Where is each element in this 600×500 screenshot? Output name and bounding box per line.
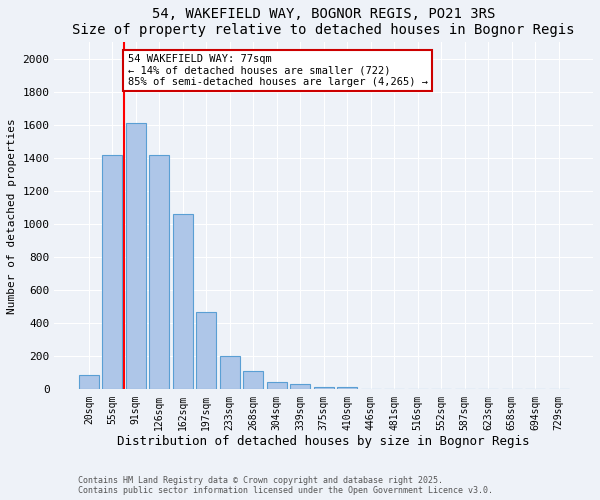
Text: 54 WAKEFIELD WAY: 77sqm
← 14% of detached houses are smaller (722)
85% of semi-d: 54 WAKEFIELD WAY: 77sqm ← 14% of detache… [128,54,428,87]
Bar [290,384,310,390]
Text: Contains HM Land Registry data © Crown copyright and database right 2025.
Contai: Contains HM Land Registry data © Crown c… [78,476,493,495]
Bar [196,312,216,390]
Bar [243,371,263,390]
Bar [337,387,357,390]
Title: 54, WAKEFIELD WAY, BOGNOR REGIS, PO21 3RS
Size of property relative to detached : 54, WAKEFIELD WAY, BOGNOR REGIS, PO21 3R… [73,7,575,37]
Bar [361,388,380,390]
Bar [126,124,146,390]
Bar [173,214,193,390]
Bar [103,155,122,390]
Bar [79,376,99,390]
Bar [220,356,240,390]
Bar [267,382,287,390]
Bar [149,155,169,390]
Y-axis label: Number of detached properties: Number of detached properties [7,118,17,314]
Bar [314,387,334,390]
X-axis label: Distribution of detached houses by size in Bognor Regis: Distribution of detached houses by size … [118,435,530,448]
